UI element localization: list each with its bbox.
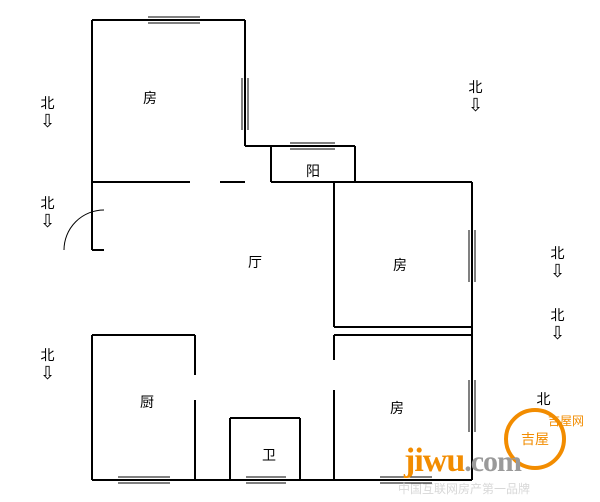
floorplan-stage: 房 阳 厅 房 厨 卫 房 北⇩ 北⇩ 北⇩ 北⇩ 北⇩ 北⇩ 北⇩ 吉屋 ji… bbox=[0, 0, 600, 502]
label-hall: 厅 bbox=[248, 252, 262, 272]
window-marker bbox=[118, 477, 170, 483]
window-marker bbox=[469, 380, 475, 432]
north-arrow-4: 北⇩ bbox=[468, 82, 483, 113]
label-balcony: 阳 bbox=[306, 161, 320, 181]
arrow-down-icon: ⇩ bbox=[550, 325, 565, 341]
watermark-brand-cn: 吉屋网 bbox=[548, 412, 584, 429]
window-marker bbox=[246, 477, 286, 483]
arrow-down-icon: ⇩ bbox=[550, 263, 565, 279]
north-arrow-5: 北⇩ bbox=[550, 248, 565, 279]
arrow-down-icon: ⇩ bbox=[40, 113, 55, 129]
doors-group bbox=[64, 210, 104, 250]
north-arrow-3: 北⇩ bbox=[40, 350, 55, 381]
label-room-se: 房 bbox=[390, 398, 404, 418]
label-room-e: 房 bbox=[393, 255, 407, 275]
window-marker bbox=[380, 477, 432, 483]
floorplan-svg bbox=[0, 0, 600, 502]
window-marker bbox=[148, 17, 200, 23]
windows-group bbox=[118, 17, 475, 483]
arrow-down-icon: ⇩ bbox=[40, 213, 55, 229]
window-marker bbox=[469, 230, 475, 282]
arrow-down-icon: ⇩ bbox=[40, 365, 55, 381]
door-arc bbox=[64, 210, 104, 250]
window-marker bbox=[290, 143, 335, 149]
north-arrow-2: 北⇩ bbox=[40, 198, 55, 229]
label-bath: 卫 bbox=[262, 445, 276, 465]
arrow-down-icon: ⇩ bbox=[468, 97, 483, 113]
north-arrow-1: 北⇩ bbox=[40, 98, 55, 129]
label-room-nw: 房 bbox=[143, 88, 157, 108]
window-marker bbox=[242, 78, 248, 130]
north-arrow-6: 北⇩ bbox=[550, 310, 565, 341]
label-kitchen: 厨 bbox=[140, 392, 154, 412]
